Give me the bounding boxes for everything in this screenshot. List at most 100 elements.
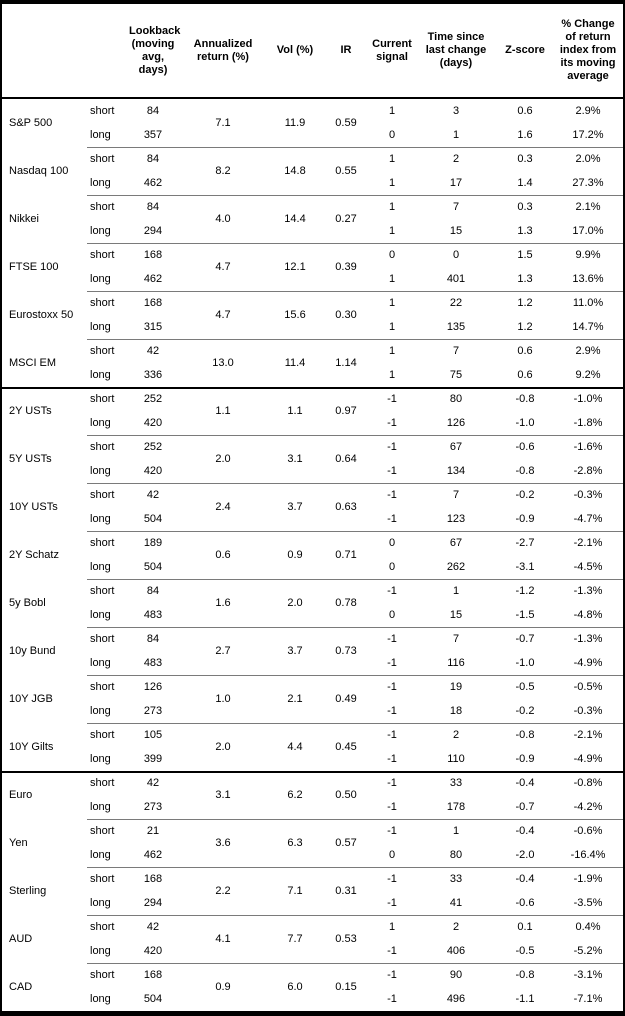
z-score-short-value: -0.6 [515,441,535,453]
lookback-long-value: 462 [143,177,163,189]
pct-change-short-value: 2.9% [575,345,601,357]
horizon-label-long: long [90,945,111,957]
ir-value: 0.73 [335,645,357,657]
time-since-change-short-value: 2 [452,153,460,165]
column-header-ir: IR [340,44,352,56]
pct-change-short-value: 11.0% [572,297,604,309]
table-row: 10Y Gilts short long 105 399 2.0 4.4 0.4… [2,723,623,771]
horizon-label-long: long [90,465,111,477]
time-since-change-short-value: 0 [452,249,460,261]
lookback-long-value: 336 [143,369,163,381]
z-score-long-value: 1.6 [517,129,533,141]
time-since-change-short-value: 7 [452,201,460,213]
signal-short-value: -1 [387,825,397,837]
pct-change-long-value: -16.4% [570,849,606,861]
z-score-short-value: 0.3 [517,201,533,213]
table-row: S&P 500 short long 84 357 7.1 11.9 0.59 … [2,99,623,147]
pct-change-long-value: 9.2% [575,369,601,381]
lookback-short-value: 42 [146,489,160,501]
pct-change-short-value: -1.0% [573,393,603,405]
z-score-short-value: 1.2 [517,297,533,309]
annualized-return-value: 8.2 [215,165,231,177]
time-since-change-short-value: 90 [449,969,463,981]
lookback-long-value: 294 [143,225,163,237]
table-row: Nikkei short long 84 294 4.0 14.4 0.27 1… [2,195,623,243]
signal-short-value: -1 [387,585,397,597]
lookback-short-value: 252 [143,441,163,453]
lookback-long-value: 294 [143,897,163,909]
time-since-change-long-value: 406 [446,945,466,957]
time-since-change-long-value: 75 [449,369,463,381]
lookback-long-value: 483 [143,657,163,669]
lookback-long-value: 462 [143,273,163,285]
z-score-long-value: -0.2 [515,705,535,717]
annualized-return-value: 3.1 [215,789,231,801]
annualized-return-value: 2.2 [215,885,231,897]
annualized-return-value: 1.0 [215,693,231,705]
asset-name: Sterling [9,885,47,897]
ir-value: 0.71 [335,549,357,561]
z-score-long-value: -1.0 [515,657,535,669]
horizon-label-long: long [90,849,111,861]
column-header-current-signal: Current signal [372,37,412,63]
table-row: MSCI EM short long 42 336 13.0 11.4 1.14… [2,339,623,387]
signal-short-value: -1 [387,969,397,981]
z-score-short-value: 0.6 [517,105,533,117]
lookback-long-value: 462 [143,849,163,861]
annualized-return-value: 2.0 [215,453,231,465]
ir-value: 0.30 [335,309,357,321]
horizon-label-short: short [90,729,115,741]
vol-value: 2.0 [287,597,303,609]
table-header-row: Lookback (moving avg, days) Annualized r… [2,4,623,99]
horizon-label-short: short [90,681,115,693]
table-row: 10Y JGB short long 126 273 1.0 2.1 0.49 … [2,675,623,723]
annualized-return-value: 4.0 [215,213,231,225]
time-since-change-short-value: 1 [452,825,460,837]
table-row: Nasdaq 100 short long 84 462 8.2 14.8 0.… [2,147,623,195]
z-score-short-value: 1.5 [517,249,533,261]
horizon-label-short: short [90,393,115,405]
annualized-return-value: 0.6 [215,549,231,561]
z-score-long-value: 1.3 [517,225,533,237]
lookback-long-value: 483 [143,609,163,621]
table-row: 5Y USTs short long 252 420 2.0 3.1 0.64 … [2,435,623,483]
signal-short-value: 1 [388,921,396,933]
table-row: Yen short long 21 462 3.6 6.3 0.57 -1 0 … [2,819,623,867]
table-row: 10Y USTs short long 42 504 2.4 3.7 0.63 … [2,483,623,531]
lookback-short-value: 42 [146,345,160,357]
horizon-label-long: long [90,129,111,141]
time-since-change-long-value: 496 [446,993,466,1005]
table-row: Sterling short long 168 294 2.2 7.1 0.31… [2,867,623,915]
asset-name: 5y Bobl [9,597,46,609]
pct-change-long-value: 17.0% [572,225,604,237]
vol-value: 1.1 [287,405,303,417]
horizon-label-long: long [90,753,111,765]
asset-name: Eurostoxx 50 [9,309,74,321]
horizon-label-long: long [90,801,111,813]
z-score-long-value: -0.5 [515,945,535,957]
signal-long-value: -1 [387,753,397,765]
horizon-label-long: long [90,993,111,1005]
horizon-label-long: long [90,417,111,429]
lookback-long-value: 504 [143,513,163,525]
horizon-label-short: short [90,345,115,357]
z-score-short-value: 0.1 [517,921,533,933]
z-score-long-value: -1.0 [515,417,535,429]
annualized-return-value: 13.0 [212,357,234,369]
signal-long-value: -1 [387,945,397,957]
time-since-change-long-value: 116 [447,657,465,669]
lookback-short-value: 189 [143,537,163,549]
horizon-label-short: short [90,969,115,981]
lookback-long-value: 273 [143,801,163,813]
column-header-time-since-change: Time since last change (days) [425,31,487,69]
signal-long-value: -1 [387,801,397,813]
pct-change-short-value: -1.3% [573,633,603,645]
signal-long-value: 1 [388,369,396,381]
pct-change-short-value: -1.6% [573,441,603,453]
ir-value: 0.59 [335,117,357,129]
horizon-label-long: long [90,321,111,333]
horizon-label-short: short [90,489,115,501]
pct-change-long-value: 17.2% [572,129,604,141]
lookback-short-value: 252 [143,393,163,405]
